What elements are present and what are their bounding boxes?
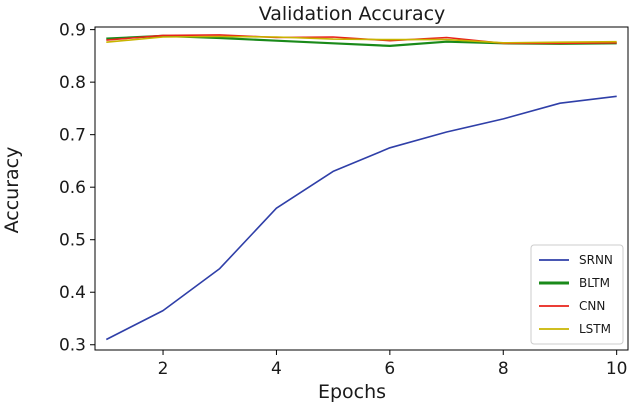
legend: SRNN BLTM CNN LSTM — [530, 244, 624, 345]
x-axis-ticks: 2 4 6 8 10 — [158, 350, 628, 379]
legend-label-bltm: BLTM — [579, 276, 610, 290]
legend-label-srnn: SRNN — [579, 253, 613, 267]
x-tick-label: 10 — [606, 359, 628, 379]
series-line-srnn — [105, 95, 617, 341]
y-tick-label: 0.5 — [59, 231, 86, 251]
series-layer — [105, 34, 617, 341]
x-tick-label: 8 — [498, 359, 509, 379]
legend-box — [530, 244, 624, 345]
legend-label-lstm: LSTM — [579, 322, 611, 336]
y-axis-label: Accuracy — [1, 147, 23, 234]
y-tick-label: 0.7 — [59, 126, 86, 146]
y-tick-label: 0.6 — [59, 178, 86, 198]
legend-label-cnn: CNN — [579, 299, 605, 313]
y-tick-label: 0.8 — [59, 73, 86, 93]
x-tick-label: 2 — [158, 359, 169, 379]
y-tick-label: 0.9 — [59, 21, 86, 41]
plot-frame — [94, 26, 629, 351]
chart-title: Validation Accuracy — [259, 3, 446, 25]
x-tick-label: 4 — [271, 359, 282, 379]
series-line-lstm — [106, 35, 617, 44]
y-tick-label: 0.4 — [59, 283, 86, 303]
y-axis-ticks: 0.3 0.4 0.5 0.6 0.7 0.8 0.9 — [59, 21, 95, 356]
x-tick-label: 6 — [384, 359, 395, 379]
x-axis-label: Epochs — [318, 381, 386, 403]
y-tick-label: 0.3 — [59, 336, 86, 356]
